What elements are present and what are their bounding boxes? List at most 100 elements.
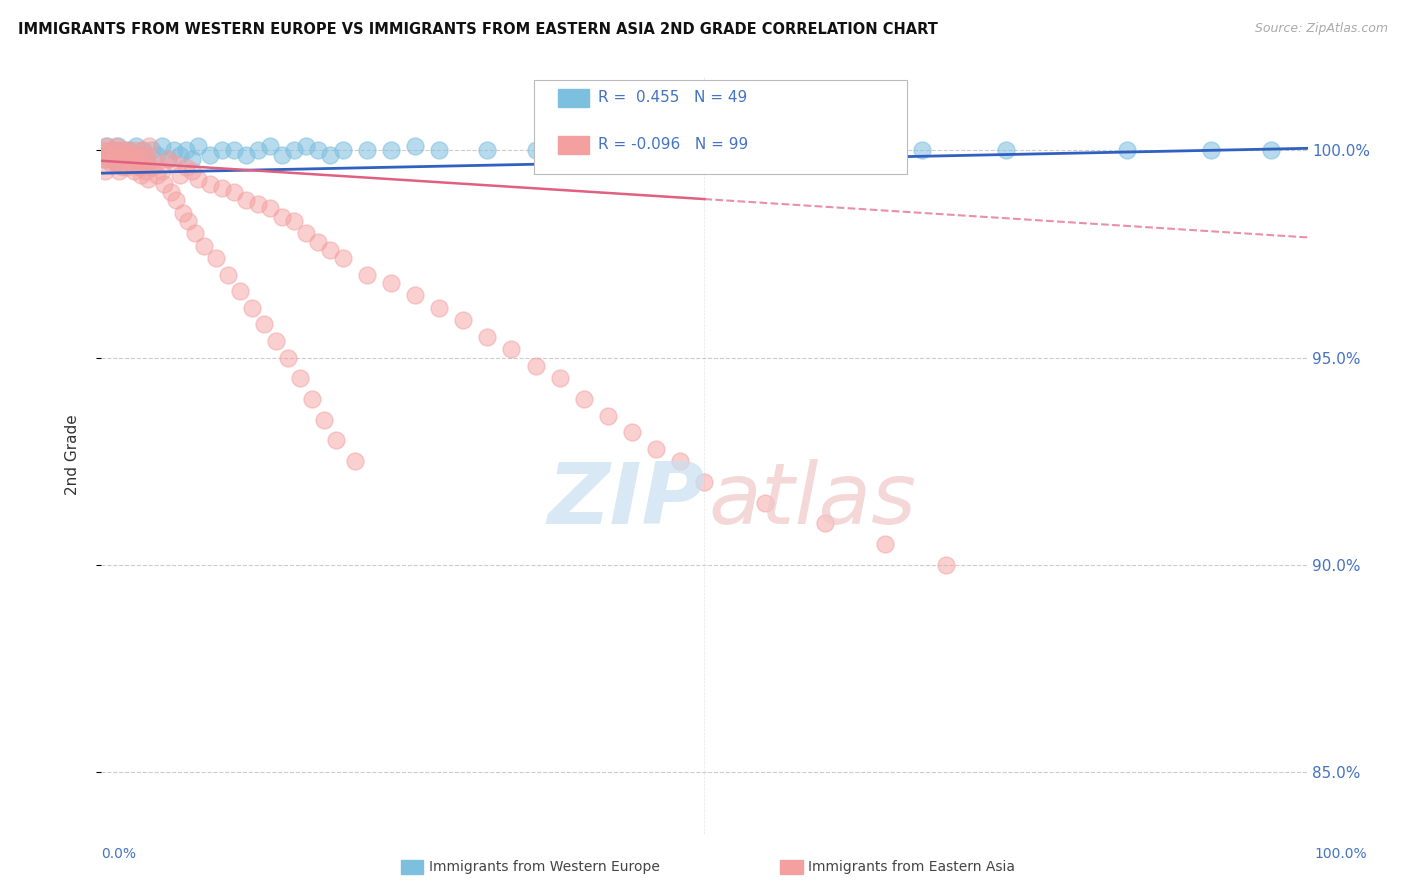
Point [404, 139, 426, 153]
Point [111, 160, 134, 174]
Point [118, 144, 141, 158]
Point [669, 454, 692, 468]
Point [156, 152, 179, 166]
Point [240, 301, 263, 315]
Point [184, 227, 207, 241]
Point [325, 434, 347, 448]
Point [169, 147, 191, 161]
Point [814, 516, 837, 531]
Point [247, 197, 270, 211]
Point [548, 371, 571, 385]
Point [451, 313, 474, 327]
Point [180, 164, 202, 178]
Point [160, 185, 183, 199]
Point [277, 351, 299, 365]
Point [295, 139, 318, 153]
Point [222, 185, 245, 199]
Point [103, 144, 125, 158]
Point [124, 144, 146, 158]
Point [107, 139, 129, 153]
Point [105, 156, 128, 170]
Point [96, 147, 118, 161]
Point [301, 392, 323, 406]
Point [935, 558, 957, 572]
Point [380, 144, 402, 158]
Text: 100.0%: 100.0% [1315, 847, 1367, 861]
Point [187, 172, 209, 186]
Point [247, 144, 270, 158]
Point [132, 144, 155, 158]
Point [120, 156, 142, 170]
Point [404, 288, 426, 302]
Point [169, 168, 191, 182]
Point [134, 152, 156, 166]
Point [104, 139, 127, 153]
Point [205, 251, 228, 265]
Point [145, 147, 167, 161]
Text: R = -0.096   N = 99: R = -0.096 N = 99 [598, 137, 748, 152]
Point [114, 147, 136, 161]
Point [136, 147, 159, 161]
Point [343, 454, 366, 468]
Point [125, 139, 148, 153]
Point [103, 144, 125, 158]
Point [235, 147, 257, 161]
Point [264, 334, 287, 348]
Point [995, 144, 1018, 158]
Point [103, 147, 125, 161]
Point [180, 152, 202, 166]
Point [875, 537, 897, 551]
Point [136, 156, 159, 170]
Point [108, 164, 131, 178]
Point [217, 268, 239, 282]
Point [427, 144, 450, 158]
Point [477, 330, 499, 344]
Point [222, 144, 245, 158]
Point [104, 156, 127, 170]
Text: atlas: atlas [709, 458, 917, 542]
Point [596, 144, 619, 158]
Point [110, 152, 132, 166]
Point [94, 164, 117, 178]
Point [128, 160, 150, 174]
Point [501, 343, 523, 357]
Point [96, 139, 118, 153]
Point [307, 235, 329, 249]
Point [621, 425, 644, 439]
Point [145, 156, 167, 170]
Point [132, 156, 155, 170]
Point [112, 152, 135, 166]
Text: Source: ZipAtlas.com: Source: ZipAtlas.com [1254, 22, 1388, 36]
Point [131, 144, 153, 158]
Point [136, 172, 159, 186]
Point [314, 413, 336, 427]
Point [97, 144, 120, 158]
Point [754, 495, 776, 509]
Point [271, 210, 294, 224]
Point [121, 152, 143, 166]
Point [156, 152, 179, 166]
Point [477, 144, 499, 158]
Point [356, 268, 378, 282]
Point [150, 139, 173, 153]
Point [110, 144, 132, 158]
Point [193, 238, 215, 252]
Point [596, 409, 619, 423]
Point [290, 371, 312, 385]
Point [319, 147, 342, 161]
Point [211, 144, 233, 158]
Point [271, 147, 294, 161]
Point [259, 139, 281, 153]
Point [101, 152, 124, 166]
Point [283, 214, 305, 228]
Point [162, 156, 184, 170]
Point [107, 152, 129, 166]
Point [295, 227, 318, 241]
Point [94, 152, 117, 166]
Point [174, 144, 197, 158]
Point [198, 147, 221, 161]
Point [145, 168, 167, 182]
Point [128, 147, 150, 161]
Point [153, 177, 176, 191]
Point [138, 139, 160, 153]
